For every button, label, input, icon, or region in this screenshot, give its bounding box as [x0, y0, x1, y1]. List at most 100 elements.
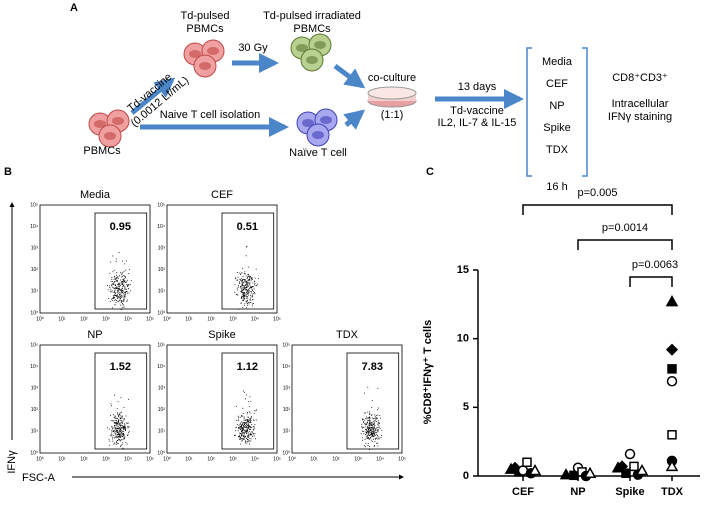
event [376, 418, 378, 420]
event [122, 425, 124, 427]
y-tick-label: 10⁵ [282, 342, 290, 348]
event [119, 296, 121, 298]
event [122, 284, 124, 286]
event [125, 291, 127, 293]
event [241, 279, 243, 281]
event [245, 432, 247, 434]
event [372, 421, 374, 423]
event [121, 290, 123, 292]
culture-dish [367, 86, 417, 108]
event [376, 438, 378, 440]
p-value: p=0.0014 [602, 222, 648, 234]
event [122, 432, 124, 434]
event [369, 427, 371, 429]
event [124, 293, 126, 295]
event [251, 276, 253, 278]
event [241, 300, 243, 302]
event [374, 434, 376, 436]
event [119, 275, 121, 277]
y-tick-label: 10⁰ [30, 450, 38, 456]
event [113, 281, 115, 283]
event [236, 279, 238, 281]
event [235, 278, 237, 280]
event [111, 433, 113, 435]
event [109, 440, 111, 442]
event [113, 422, 115, 424]
event [113, 276, 115, 278]
event [377, 430, 379, 432]
event [371, 421, 373, 423]
event [243, 419, 245, 421]
event [381, 435, 383, 437]
y-tick-label: 10² [31, 407, 39, 413]
event [110, 280, 112, 282]
event [234, 277, 236, 279]
event [124, 424, 126, 426]
y-tick-label: 10² [31, 267, 39, 273]
event [370, 432, 372, 434]
event [123, 427, 125, 429]
event [248, 435, 250, 437]
event [239, 434, 241, 436]
point [667, 430, 677, 440]
event [128, 426, 130, 428]
event [120, 444, 122, 446]
event [250, 438, 252, 440]
event [254, 293, 256, 295]
event [113, 290, 115, 292]
event [241, 423, 243, 425]
event [117, 298, 119, 300]
event [247, 300, 249, 302]
event [365, 417, 367, 419]
event [364, 428, 366, 430]
event [241, 415, 243, 417]
event [114, 417, 116, 419]
nucleus [94, 120, 106, 128]
event [110, 420, 112, 422]
event [113, 278, 115, 280]
event [124, 275, 126, 277]
event [244, 284, 246, 286]
event [117, 401, 119, 403]
plot-title: Media [80, 189, 111, 201]
event [126, 284, 128, 286]
event [249, 277, 251, 279]
label: Intracellular [612, 98, 669, 110]
event [242, 281, 244, 283]
event [243, 296, 245, 298]
event [252, 426, 254, 428]
event [252, 286, 254, 288]
event [112, 283, 114, 285]
event [253, 433, 255, 435]
event [119, 289, 121, 291]
event [121, 309, 123, 311]
event [238, 417, 240, 419]
event [367, 437, 369, 439]
event [361, 426, 363, 428]
event [238, 424, 240, 426]
event [243, 286, 245, 288]
point [666, 375, 678, 387]
event [246, 441, 248, 443]
event [114, 300, 116, 302]
event [373, 423, 375, 425]
event [364, 434, 366, 436]
event [376, 409, 378, 411]
event [127, 427, 129, 429]
event [249, 443, 251, 445]
event [114, 284, 116, 286]
event [124, 286, 126, 288]
y-tick-label: 10⁰ [282, 450, 290, 456]
event [236, 289, 238, 291]
event [123, 306, 125, 308]
event [123, 300, 125, 302]
x-tick-label: 10¹ [185, 316, 193, 322]
event [366, 416, 368, 418]
point [635, 463, 649, 476]
event [126, 281, 128, 283]
event [116, 279, 118, 281]
event [114, 422, 116, 424]
event [121, 423, 123, 425]
event [117, 287, 119, 289]
event [120, 426, 122, 428]
